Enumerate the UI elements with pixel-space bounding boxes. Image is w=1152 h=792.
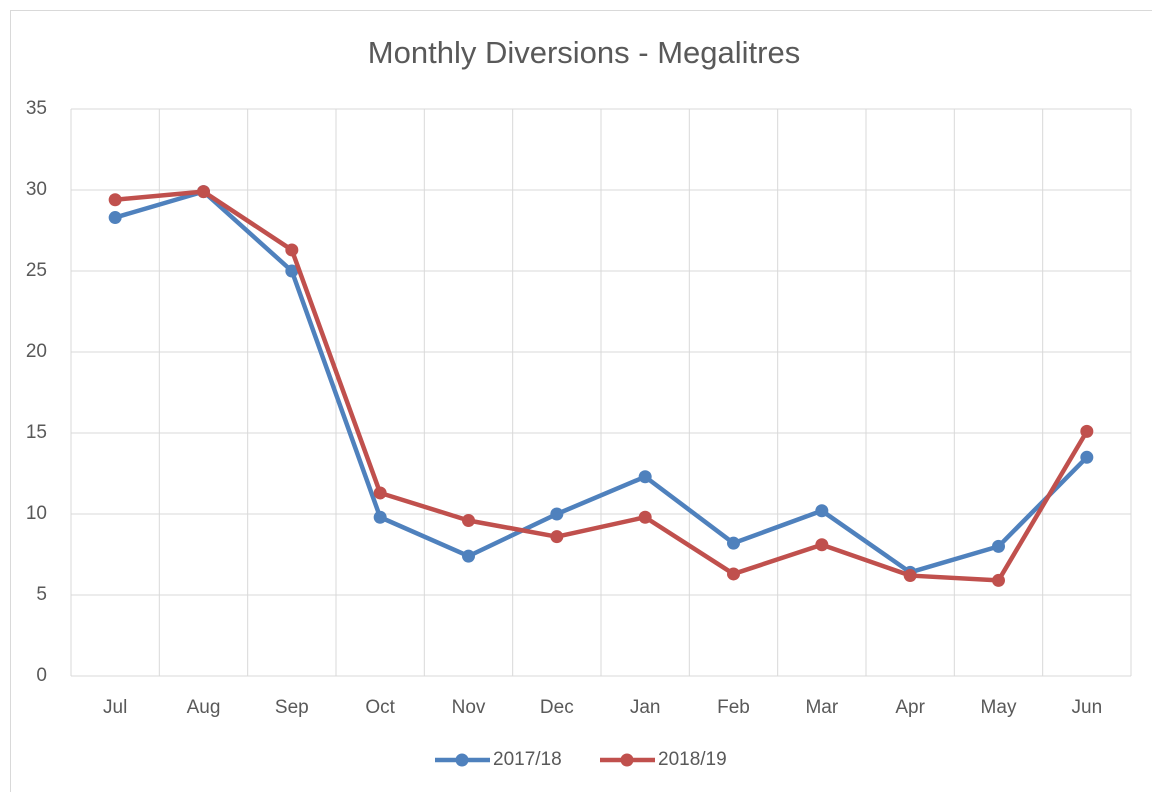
data-point xyxy=(992,539,1005,553)
data-point xyxy=(638,470,652,484)
y-tick-label: 30 xyxy=(26,179,47,200)
y-tick-label: 0 xyxy=(36,665,47,686)
data-point xyxy=(462,513,475,527)
y-tick-label: 35 xyxy=(26,98,47,119)
legend-marker xyxy=(620,753,634,767)
x-tick-label: Dec xyxy=(540,697,574,718)
data-point xyxy=(815,504,829,518)
x-tick-label: Sep xyxy=(275,697,309,718)
data-point xyxy=(373,510,387,524)
series-line xyxy=(114,189,1089,583)
series-line xyxy=(114,189,1089,575)
data-point xyxy=(285,264,299,278)
data-point xyxy=(727,567,740,581)
data-point xyxy=(285,243,299,257)
legend-label: 2017/18 xyxy=(493,749,562,770)
data-point xyxy=(903,569,917,583)
x-tick-label: Mar xyxy=(805,697,838,718)
x-tick-label: Jun xyxy=(1072,697,1103,718)
data-point xyxy=(550,530,564,544)
data-point xyxy=(108,193,122,207)
data-point xyxy=(1080,450,1094,464)
chart-border xyxy=(10,10,1152,792)
x-tick-label: May xyxy=(981,697,1017,718)
legend-marker xyxy=(455,753,469,767)
x-tick-label: Feb xyxy=(717,697,750,718)
chart-title: Monthly Diversions - Megalitres xyxy=(368,35,800,70)
x-tick-label: Jan xyxy=(630,697,661,718)
data-point xyxy=(992,573,1005,587)
x-tick-label: Aug xyxy=(187,697,221,718)
y-tick-label: 5 xyxy=(36,584,47,605)
x-tick-label: Apr xyxy=(895,697,925,718)
legend-label: 2018/19 xyxy=(658,749,727,770)
data-point xyxy=(197,185,210,199)
x-tick-label: Nov xyxy=(452,697,486,718)
data-point xyxy=(815,538,829,552)
y-tick-label: 10 xyxy=(26,503,47,524)
data-point xyxy=(638,510,652,524)
data-point xyxy=(727,536,740,550)
y-tick-label: 25 xyxy=(26,260,47,281)
data-point xyxy=(550,507,564,521)
x-tick-label: Jul xyxy=(103,697,127,718)
data-point xyxy=(462,549,475,563)
data-point xyxy=(1080,424,1094,438)
data-point xyxy=(108,211,122,225)
y-tick-label: 20 xyxy=(26,341,47,362)
data-point xyxy=(373,486,387,500)
y-tick-label: 15 xyxy=(26,422,47,443)
x-tick-label: Oct xyxy=(365,697,395,718)
